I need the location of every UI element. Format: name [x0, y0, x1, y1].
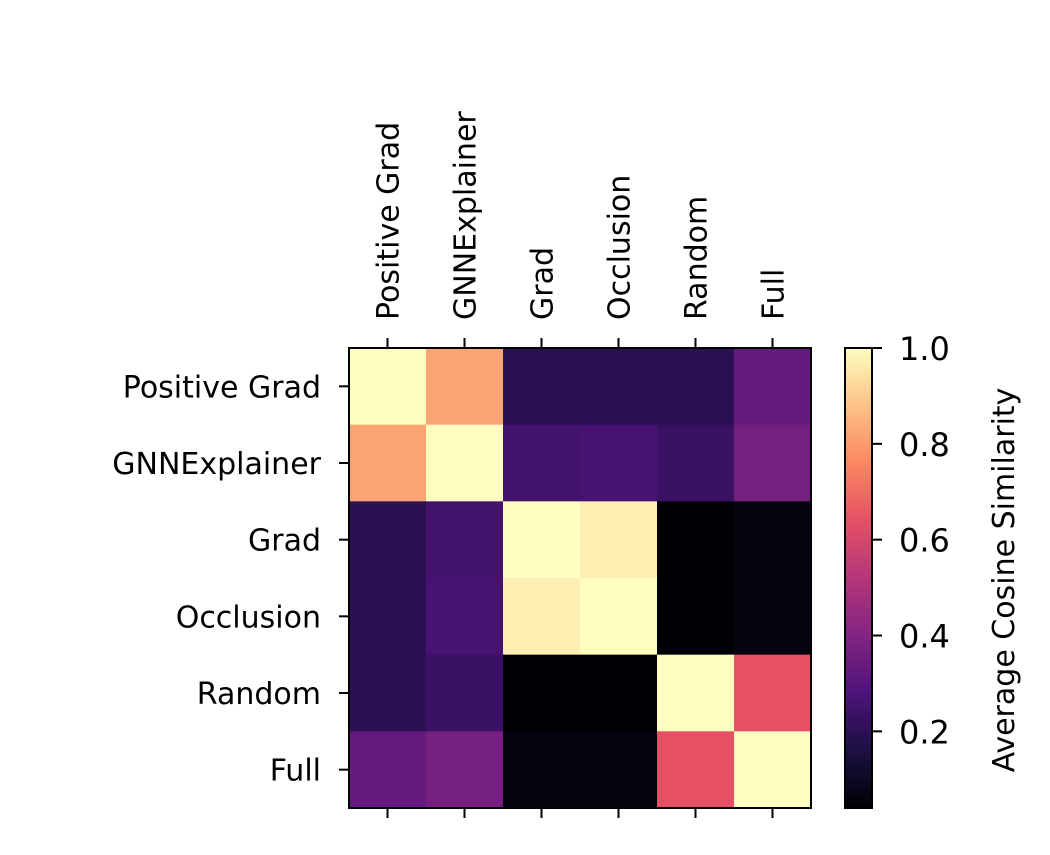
colorbar-ticks: 0.2 0.4 0.6 0.8 1.0 [872, 330, 950, 751]
row-ticks: Positive Grad GNNExplainer Grad Occlusion Ra… [112, 370, 349, 789]
heatmap-cell [734, 424, 812, 502]
heatmap-cell [503, 654, 581, 732]
row-tick-label: GNNExplainer [112, 447, 321, 482]
heatmap-cell [426, 348, 504, 426]
heatmap-cell [503, 578, 581, 656]
heatmap-cell [657, 348, 735, 426]
heatmap-cell [349, 424, 427, 502]
col-tick-label: Positive Grad [372, 122, 407, 320]
heatmap-frame [348, 347, 812, 809]
col-tick-label: Occlusion [603, 175, 638, 320]
colorbar-tick-label: 0.2 [899, 713, 950, 751]
heatmap-cell [657, 501, 735, 579]
colorbar-label: Average Cosine Similarity [987, 388, 1022, 773]
heatmap-cell [426, 578, 504, 656]
heatmap-cell [426, 654, 504, 732]
heatmap-cell [349, 501, 427, 579]
col-tick-label: Full [757, 269, 792, 320]
colorbar-tick-label: 0.4 [899, 618, 950, 656]
heatmap-cell [349, 731, 427, 809]
heatmap-cell [580, 731, 658, 809]
heatmap-cell [426, 731, 504, 809]
heatmap-cell [426, 424, 504, 502]
colorbar-frame [844, 347, 873, 809]
row-tick-label: Positive Grad [123, 370, 321, 405]
colorbar-gradient [845, 348, 872, 808]
col-tick-label: Random [680, 196, 715, 320]
heatmap-cell [503, 731, 581, 809]
heatmap-cell [580, 501, 658, 579]
colorbar-tick-label: 0.6 [899, 522, 950, 560]
row-tick-label: Random [197, 677, 321, 712]
heatmap-cell [580, 424, 658, 502]
heatmap-cell [734, 654, 812, 732]
row-tick-label: Full [270, 754, 321, 789]
heatmap-cell [580, 578, 658, 656]
row-tick-label: Occlusion [176, 600, 321, 635]
heatmap-cell [503, 424, 581, 502]
colorbar: 0.2 0.4 0.6 0.8 1.0 Average Cosine Similarit… [844, 330, 1022, 809]
heatmap-cell [349, 348, 427, 426]
heatmap-cell [657, 731, 735, 809]
heatmap-cell [580, 348, 658, 426]
heatmap-cell [349, 578, 427, 656]
heatmap-cell [734, 578, 812, 656]
heatmap-cell [734, 501, 812, 579]
heatmap-cells [349, 348, 812, 809]
heatmap-cell [657, 654, 735, 732]
col-tick-label: GNNExplainer [449, 111, 484, 320]
heatmap-cell [734, 731, 812, 809]
heatmap-cell [580, 654, 658, 732]
heatmap-cell [503, 501, 581, 579]
heatmap-cell [349, 654, 427, 732]
colorbar-tick-label: 0.8 [899, 426, 950, 464]
col-tick-label: Grad [526, 247, 561, 320]
heatmap-cell [426, 501, 504, 579]
heatmap-cell [657, 424, 735, 502]
heatmap-cell [503, 348, 581, 426]
heatmap-cell [734, 348, 812, 426]
column-ticks: Positive Grad GNNExplainer Grad Occlusion Ra… [372, 111, 792, 818]
row-tick-label: Grad [248, 524, 321, 559]
colorbar-tick-label: 1.0 [899, 330, 950, 368]
heatmap-cell [657, 578, 735, 656]
